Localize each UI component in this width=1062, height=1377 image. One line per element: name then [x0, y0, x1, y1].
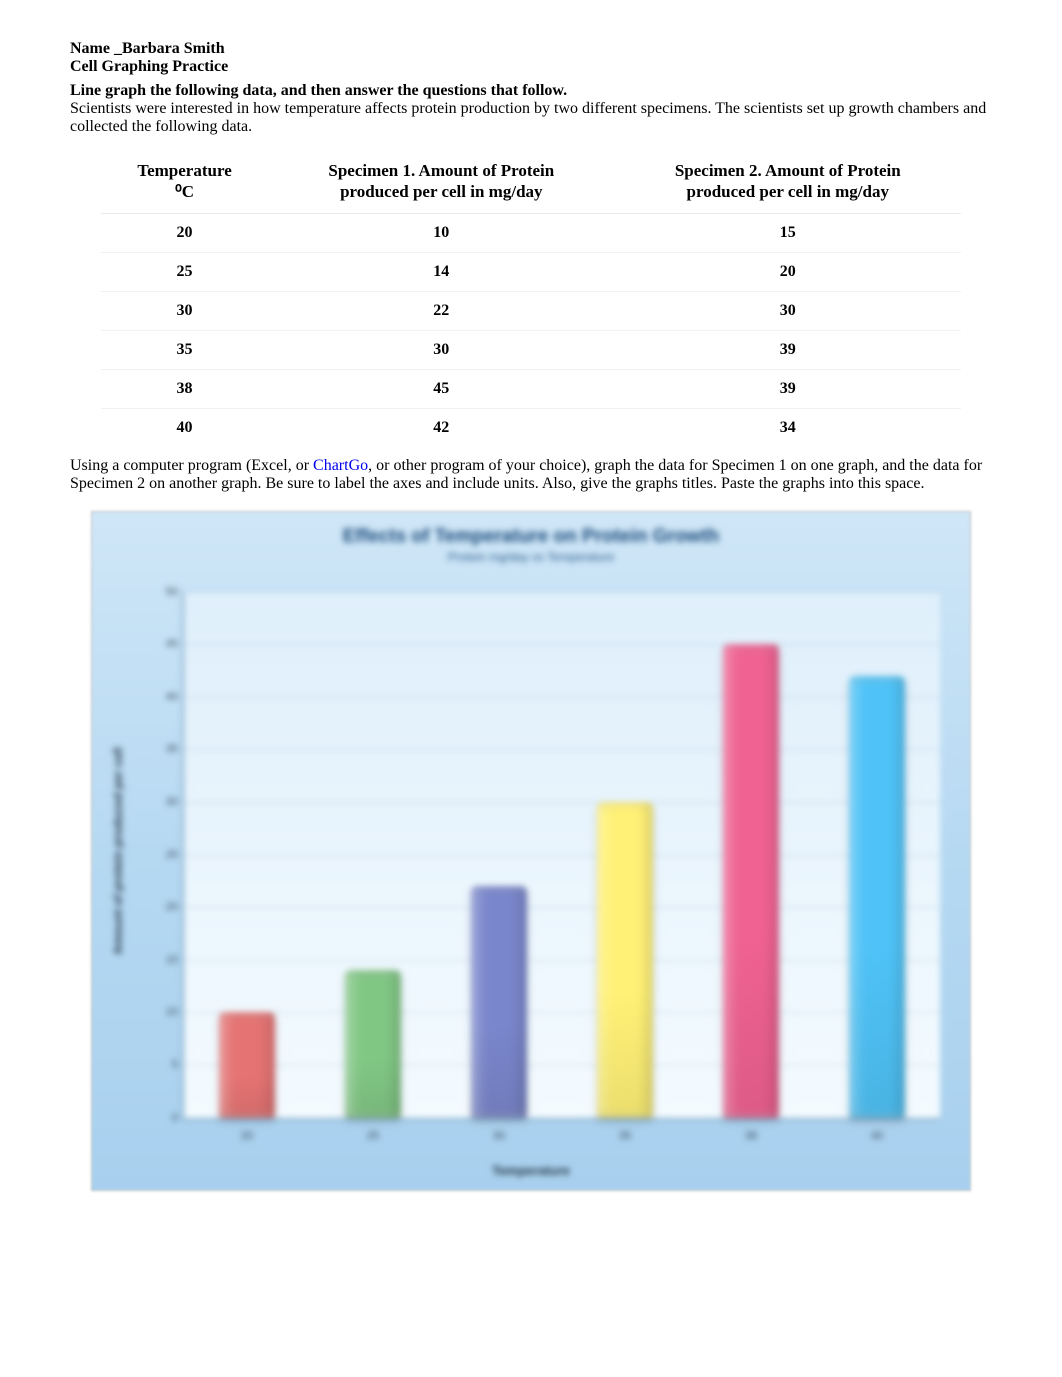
table-cell: 22 — [268, 291, 614, 330]
header-block: Name _Barbara Smith Cell Graphing Practi… — [70, 40, 992, 76]
chart-gridline — [184, 960, 940, 961]
table-row: 404234 — [101, 408, 961, 447]
chart-y-tick: 40 — [144, 691, 178, 703]
chart-gridline — [184, 749, 940, 750]
name-label: Name _ — [70, 40, 122, 57]
post-table-paragraph: Using a computer program (Excel, or Char… — [70, 457, 992, 493]
table-cell: 40 — [101, 408, 268, 447]
chart-gridline — [184, 697, 940, 698]
table-cell: 30 — [615, 291, 961, 330]
chart-subtitle: Protein mg/day vs Temperature — [92, 550, 970, 564]
table-cell: 15 — [615, 213, 961, 252]
chart-y-tick: 5 — [144, 1059, 178, 1071]
name-value: Barbara Smith — [122, 40, 225, 57]
table-row: 384539 — [101, 369, 961, 408]
table-row: 302230 — [101, 291, 961, 330]
chart-y-tick: 0 — [144, 1112, 178, 1124]
chart-x-label: Temperature — [492, 1163, 570, 1178]
chart-bar — [219, 1012, 276, 1117]
chart-title: Effects of Temperature on Protein Growth — [92, 512, 970, 548]
table-cell: 45 — [268, 369, 614, 408]
chart-gridline — [184, 644, 940, 645]
chart-x-tick: 38 — [731, 1130, 771, 1142]
chart-x-tick: 30 — [479, 1130, 519, 1142]
worksheet-title: Cell Graphing Practice — [70, 58, 228, 75]
chart-y-tick: 15 — [144, 954, 178, 966]
chart-plot-area: 05101520253035404550202530353840 — [182, 592, 940, 1120]
table-cell: 35 — [101, 330, 268, 369]
chart-gridline — [184, 1012, 940, 1013]
col-header-line: ⁰C — [175, 182, 194, 201]
table-cell: 39 — [615, 369, 961, 408]
chart-gridline — [184, 907, 940, 908]
chart-y-label: Amount of protein produced per cell — [111, 747, 125, 954]
col-header-line: Specimen 2. Amount of Protein — [675, 161, 901, 180]
chart-bar — [723, 644, 780, 1117]
chart-x-tick: 20 — [227, 1130, 267, 1142]
chart-bar — [597, 802, 654, 1118]
table-cell: 38 — [101, 369, 268, 408]
chart-x-tick: 25 — [353, 1130, 393, 1142]
table-row: 201015 — [101, 213, 961, 252]
table-row: 353039 — [101, 330, 961, 369]
instruction-para: Scientists were interested in how temper… — [70, 100, 986, 135]
table-cell: 10 — [268, 213, 614, 252]
chart-x-tick: 35 — [605, 1130, 645, 1142]
chart-bar — [471, 886, 528, 1117]
chart-y-tick: 35 — [144, 743, 178, 755]
chart-bar — [345, 970, 402, 1117]
table-cell: 30 — [101, 291, 268, 330]
chart-gridline — [184, 1065, 940, 1066]
table-cell: 14 — [268, 252, 614, 291]
table-cell: 20 — [101, 213, 268, 252]
chart-gridline — [184, 592, 940, 593]
chart-y-tick: 10 — [144, 1006, 178, 1018]
col-header-specimen2: Specimen 2. Amount of Protein produced p… — [615, 150, 961, 213]
table-cell: 25 — [101, 252, 268, 291]
table-cell: 34 — [615, 408, 961, 447]
col-header-line: produced per cell in mg/day — [340, 182, 542, 201]
chart-y-tick: 25 — [144, 849, 178, 861]
chart-image: Effects of Temperature on Protein Growth… — [91, 511, 971, 1191]
post-table-pre: Using a computer program (Excel, or — [70, 457, 313, 474]
col-header-line: Temperature — [137, 161, 231, 180]
table-cell: 39 — [615, 330, 961, 369]
col-header-temperature: Temperature ⁰C — [101, 150, 268, 213]
chart-bar — [849, 676, 906, 1118]
col-header-line: produced per cell in mg/day — [687, 182, 889, 201]
col-header-specimen1: Specimen 1. Amount of Protein produced p… — [268, 150, 614, 213]
table-cell: 30 — [268, 330, 614, 369]
chart-gridline — [184, 855, 940, 856]
chart-y-tick: 30 — [144, 796, 178, 808]
chartgo-link[interactable]: ChartGo — [313, 457, 368, 474]
chart-x-tick: 40 — [857, 1130, 897, 1142]
table-cell: 20 — [615, 252, 961, 291]
chart-gridline — [184, 802, 940, 803]
chart-y-tick: 20 — [144, 901, 178, 913]
chart-y-tick: 45 — [144, 638, 178, 650]
col-header-line: Specimen 1. Amount of Protein — [328, 161, 554, 180]
chart-y-tick: 50 — [144, 586, 178, 598]
table-cell: 42 — [268, 408, 614, 447]
table-row: 251420 — [101, 252, 961, 291]
instruction-bold: Line graph the following data, and then … — [70, 82, 567, 99]
data-table: Temperature ⁰C Specimen 1. Amount of Pro… — [101, 150, 961, 447]
